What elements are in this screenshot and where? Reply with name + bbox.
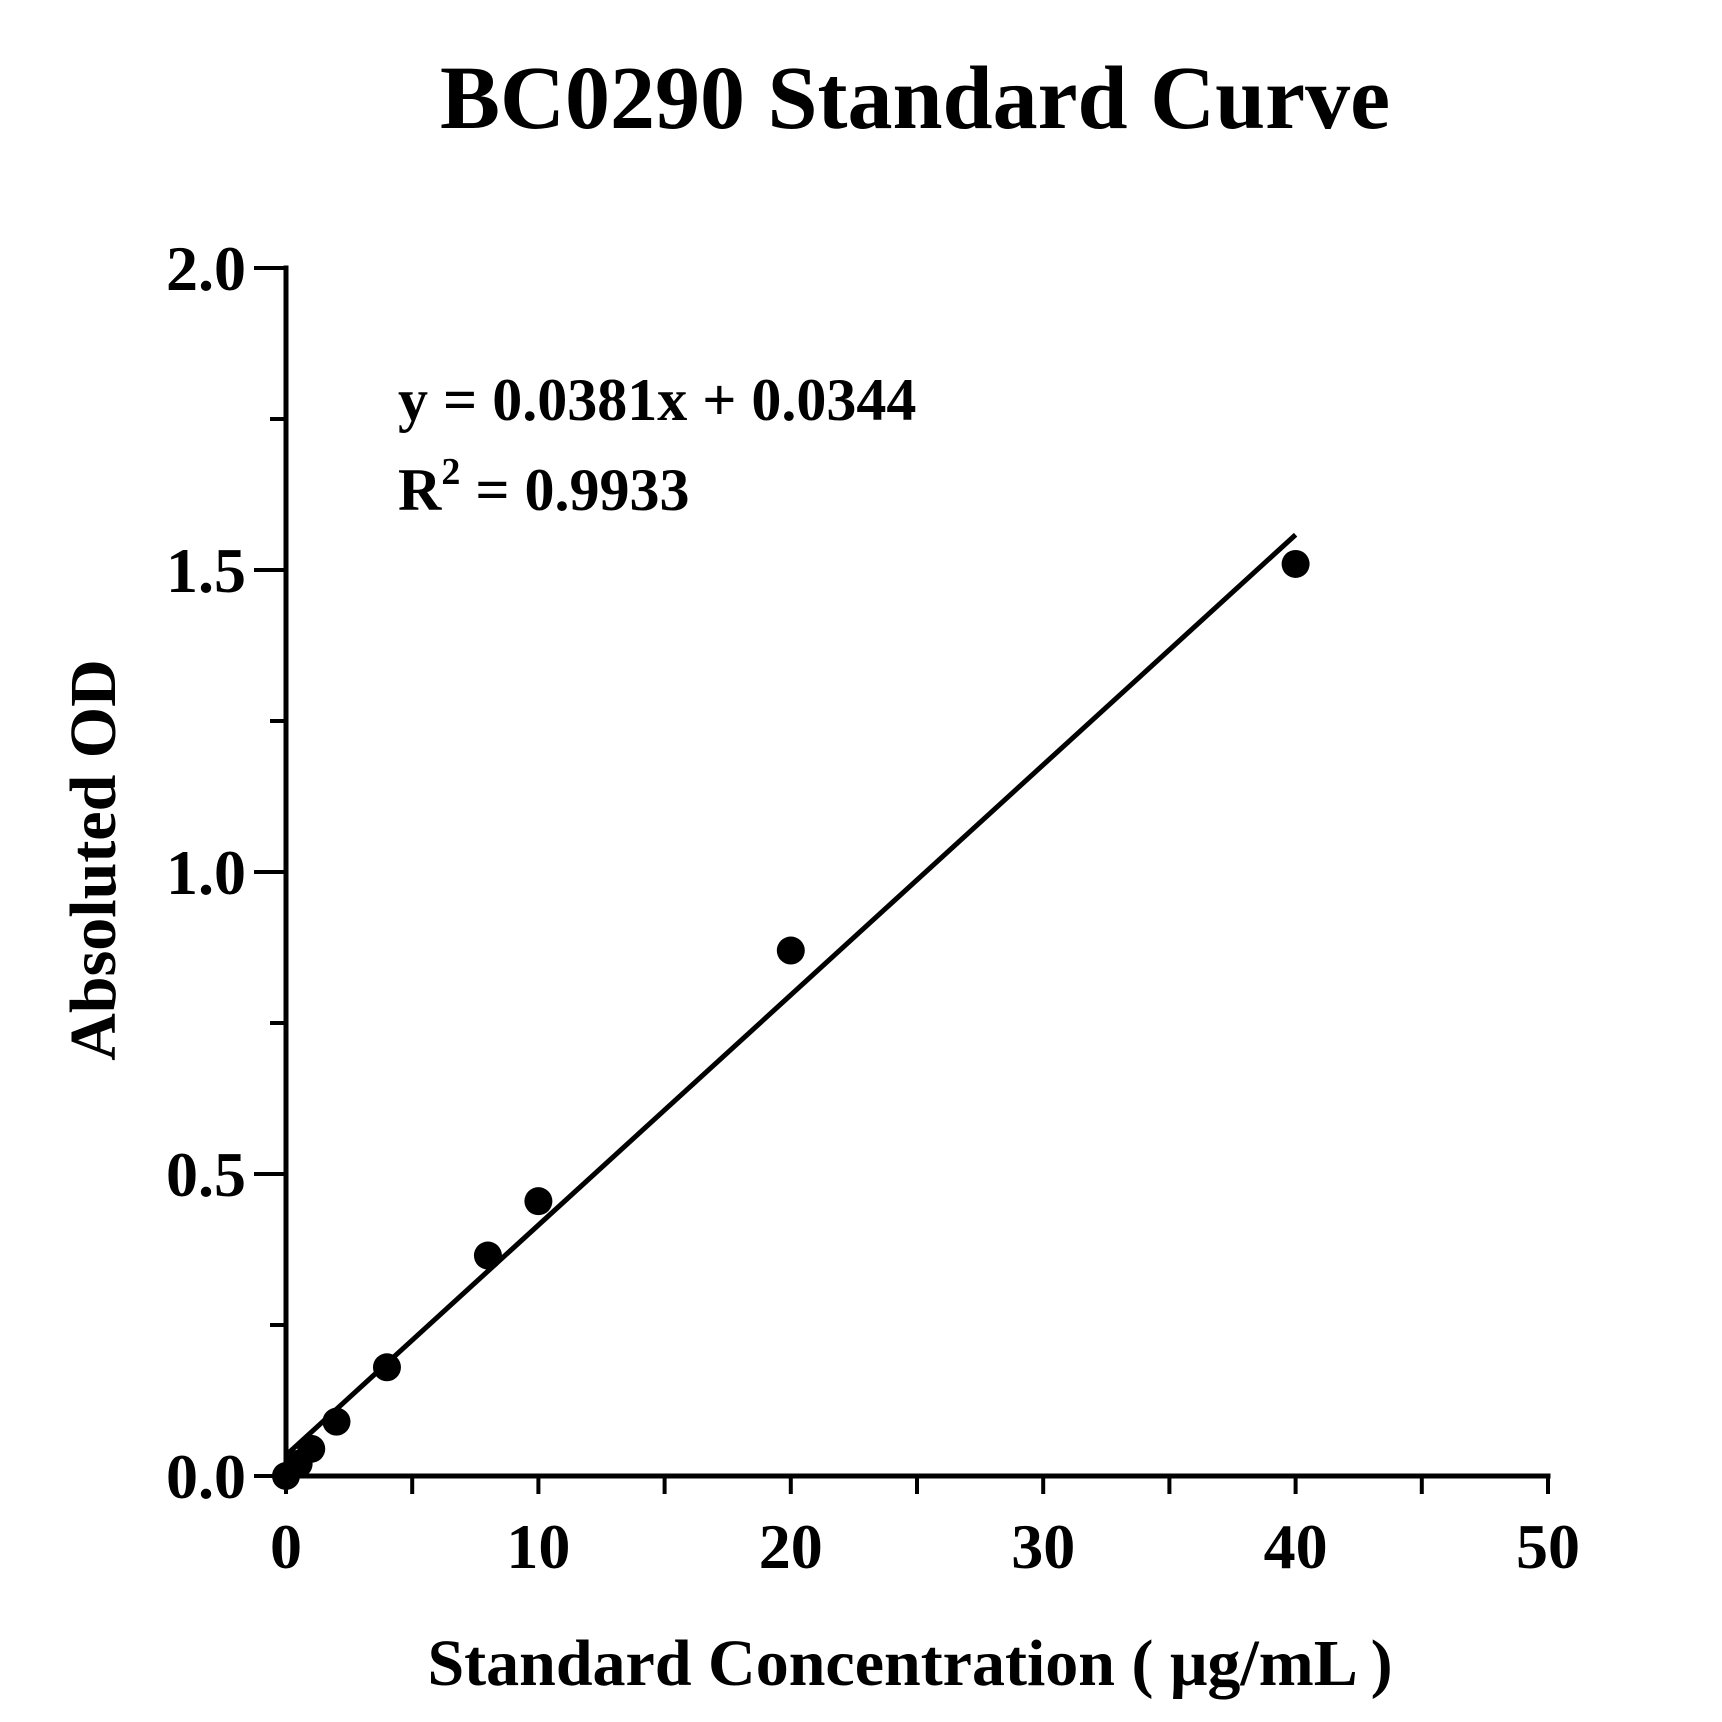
x-tick-label: 30 [1011, 1511, 1075, 1582]
r-squared-prefix: R [398, 457, 442, 523]
y-tick-label: 1.0 [166, 837, 246, 908]
y-tick-label: 1.5 [166, 535, 246, 606]
data-point [776, 936, 805, 965]
x-tick-label: 40 [1264, 1511, 1328, 1582]
fit-equation: y = 0.0381x + 0.0344 [398, 367, 916, 433]
data-point [473, 1241, 502, 1270]
x-tick-label: 20 [759, 1511, 823, 1582]
y-tick-label: 0.5 [166, 1139, 246, 1210]
data-point [372, 1353, 401, 1382]
data-point [297, 1434, 326, 1463]
y-tick-label: 2.0 [166, 233, 246, 304]
axes: 0 10 20 30 40 50 0.0 0.5 1.0 1.5 2.0 [166, 233, 1580, 1582]
chart-title: BC0290 Standard Curve [440, 49, 1390, 148]
x-axis-label: Standard Concentration ( μg/mL ) [427, 1627, 1392, 1700]
y-axis-label: Absoluted OD [57, 659, 130, 1061]
r-squared-label: R2 = 0.9933 [398, 451, 690, 523]
y-tick-label: 0.0 [166, 1441, 246, 1512]
regression-line [284, 532, 1298, 1458]
data-point [1281, 549, 1310, 578]
r-squared-value: = 0.9933 [460, 457, 689, 523]
x-tick-label: 0 [270, 1511, 302, 1582]
x-tick-label: 10 [506, 1511, 570, 1582]
data-points [272, 549, 1310, 1490]
data-point [524, 1187, 553, 1216]
x-tick-label: 50 [1516, 1511, 1580, 1582]
r-squared-superscript: 2 [441, 451, 460, 493]
data-point [322, 1407, 351, 1436]
fit-line-group [284, 532, 1298, 1458]
